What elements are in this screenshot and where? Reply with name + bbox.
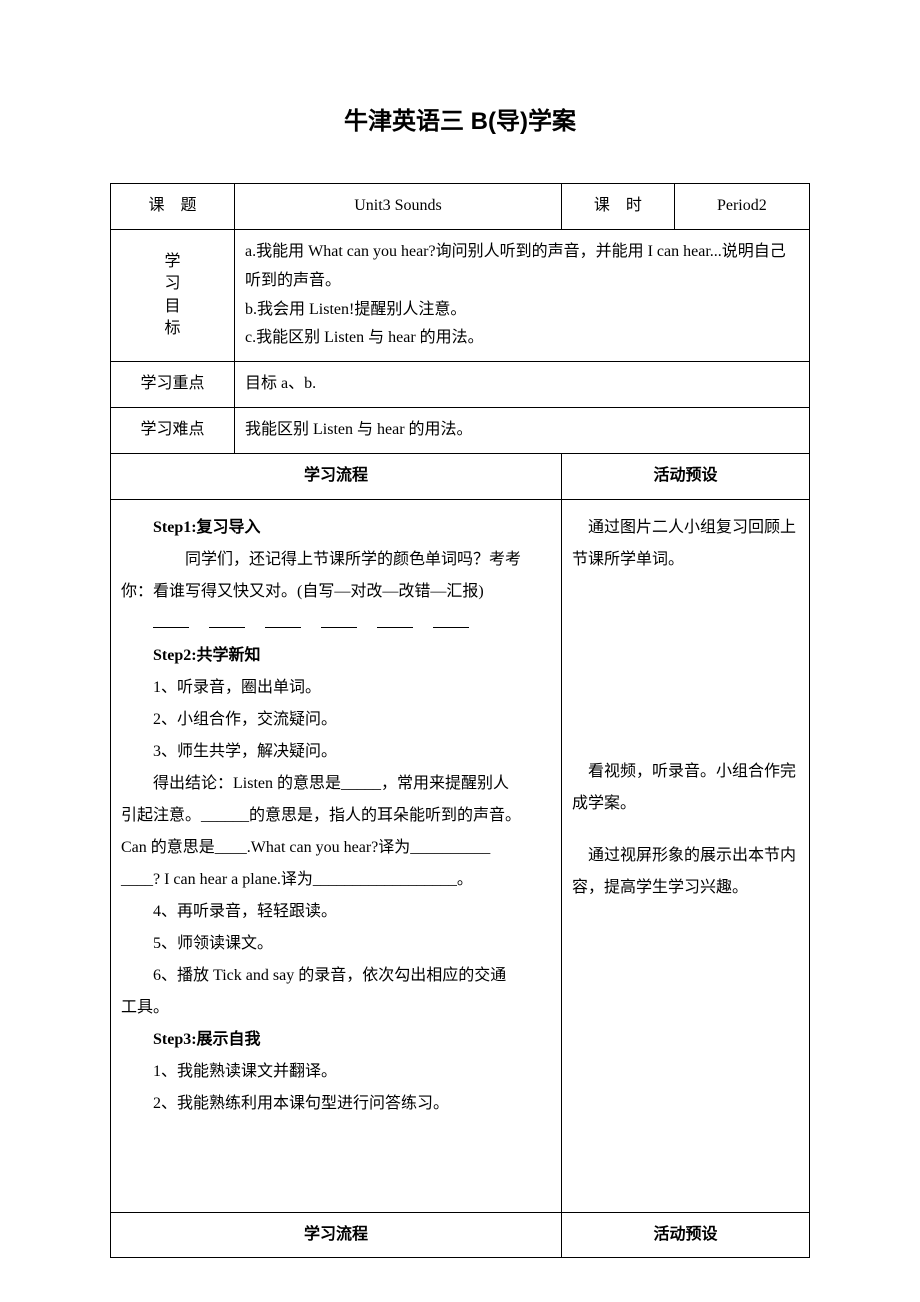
step1-heading: Step1:复习导入 bbox=[121, 512, 551, 544]
difficulty-content: 我能区别 Listen 与 hear 的用法。 bbox=[235, 407, 810, 453]
step2-item: 4、再听录音，轻轻跟读。 bbox=[121, 896, 551, 928]
table-row: 课 题 Unit3 Sounds 课 时 Period2 bbox=[111, 184, 810, 230]
step2-item: 2、小组合作，交流疑问。 bbox=[121, 704, 551, 736]
goal-a: a.我能用 What can you hear?询问别人听到的声音，并能用 I … bbox=[245, 238, 799, 296]
focus-label: 学习重点 bbox=[111, 362, 235, 408]
step2-item: 工具。 bbox=[121, 992, 551, 1024]
step2-item: 1、听录音，圈出单词。 bbox=[121, 672, 551, 704]
table-row: 学习流程 活动预设 bbox=[111, 453, 810, 499]
step2-conclusion: ____? I can hear a plane.译为_____________… bbox=[121, 864, 551, 896]
table-row: 学习重点 目标 a、b. bbox=[111, 362, 810, 408]
goal-b: b.我会用 Listen!提醒别人注意。 bbox=[245, 296, 799, 325]
table-row: 学习难点 我能区别 Listen 与 hear 的用法。 bbox=[111, 407, 810, 453]
goals-content: a.我能用 What can you hear?询问别人听到的声音，并能用 I … bbox=[235, 229, 810, 361]
table-row: Step1:复习导入 同学们，还记得上节课所学的颜色单词吗？考考 你：看谁写得又… bbox=[111, 499, 810, 1212]
topic-label: 课 题 bbox=[111, 184, 235, 230]
activity-text: 看视频，听录音。小组合作完成学案。 bbox=[572, 756, 799, 820]
step2-item: 6、播放 Tick and say 的录音，依次勾出相应的交通 bbox=[121, 960, 551, 992]
flow-header: 学习流程 bbox=[111, 453, 562, 499]
activity-text: 通过图片二人小组复习回顾上节课所学单词。 bbox=[572, 512, 799, 576]
step1-text: 同学们，还记得上节课所学的颜色单词吗？考考 bbox=[121, 544, 551, 576]
lesson-plan-table: 课 题 Unit3 Sounds 课 时 Period2 学 习 目 标 a.我… bbox=[110, 183, 810, 1258]
step2-conclusion: Can 的意思是____.What can you hear?译为_______… bbox=[121, 832, 551, 864]
step3-item: 2、我能熟练利用本课句型进行问答练习。 bbox=[121, 1088, 551, 1120]
label-char: 标 bbox=[165, 318, 181, 340]
step2-item: 3、师生共学，解决疑问。 bbox=[121, 736, 551, 768]
label-char: 学 bbox=[165, 251, 181, 273]
goal-c: c.我能区别 Listen 与 hear 的用法。 bbox=[245, 324, 799, 353]
table-row: 学 习 目 标 a.我能用 What can you hear?询问别人听到的声… bbox=[111, 229, 810, 361]
flow-header: 学习流程 bbox=[111, 1212, 562, 1258]
period-value: Period2 bbox=[674, 184, 809, 230]
activity-header: 活动预设 bbox=[561, 1212, 809, 1258]
table-row: 学习流程 活动预设 bbox=[111, 1212, 810, 1258]
step3-heading: Step3:展示自我 bbox=[121, 1024, 551, 1056]
step3-item: 1、我能熟读课文并翻译。 bbox=[121, 1056, 551, 1088]
step2-item: 5、师领读课文。 bbox=[121, 928, 551, 960]
activity-content: 通过图片二人小组复习回顾上节课所学单词。 看视频，听录音。小组合作完成学案。 通… bbox=[561, 499, 809, 1212]
document-title: 牛津英语三 B(导)学案 bbox=[110, 100, 810, 143]
activity-text: 通过视屏形象的展示出本节内容，提高学生学习兴趣。 bbox=[572, 840, 799, 904]
difficulty-label: 学习难点 bbox=[111, 407, 235, 453]
topic-value: Unit3 Sounds bbox=[235, 184, 562, 230]
step1-text: 你：看谁写得又快又对。(自写—对改—改错—汇报) bbox=[121, 576, 551, 608]
focus-content: 目标 a、b. bbox=[235, 362, 810, 408]
period-label: 课 时 bbox=[561, 184, 674, 230]
activity-header: 活动预设 bbox=[561, 453, 809, 499]
flow-content: Step1:复习导入 同学们，还记得上节课所学的颜色单词吗？考考 你：看谁写得又… bbox=[111, 499, 562, 1212]
goals-label: 学 习 目 标 bbox=[111, 229, 235, 361]
step2-conclusion: 引起注意。______的意思是，指人的耳朵能听到的声音。 bbox=[121, 800, 551, 832]
label-char: 目 bbox=[165, 296, 181, 318]
blank-row bbox=[121, 608, 551, 640]
step2-conclusion: 得出结论：Listen 的意思是_____，常用来提醒别人 bbox=[121, 768, 551, 800]
step2-heading: Step2:共学新知 bbox=[121, 640, 551, 672]
label-char: 习 bbox=[165, 273, 181, 295]
